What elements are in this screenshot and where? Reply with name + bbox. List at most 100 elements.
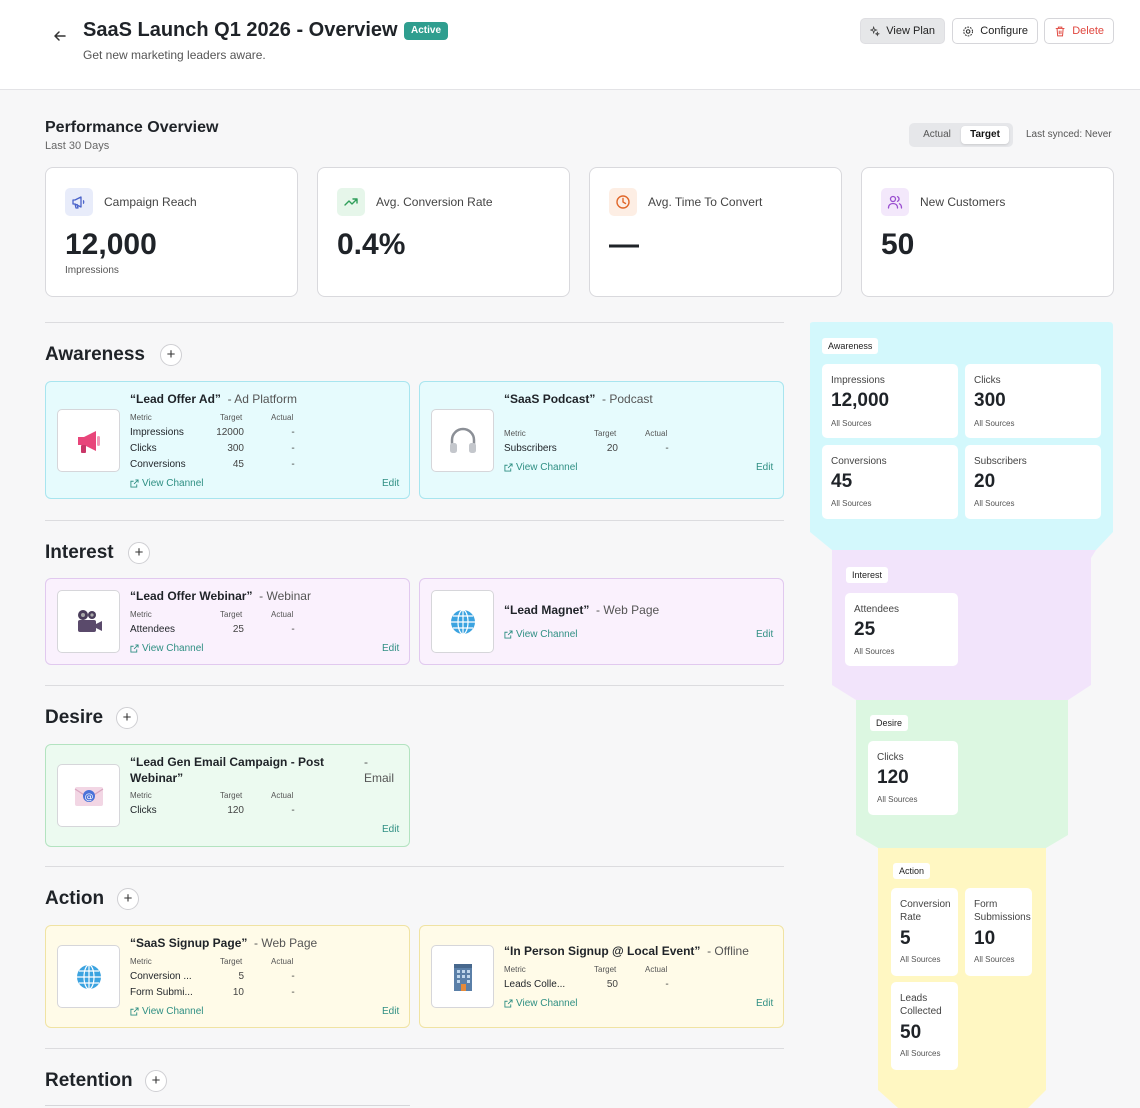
metric-header: Metric	[130, 610, 152, 619]
metric-actual: -	[291, 971, 295, 982]
view-plan-button[interactable]: View Plan	[860, 18, 945, 44]
edit-link[interactable]: Edit	[382, 478, 400, 489]
funnel-stage-badge: Awareness	[822, 338, 879, 354]
external-link-icon	[504, 463, 513, 472]
last-synced-text: Last synced: Never	[1026, 129, 1112, 140]
configure-button[interactable]: Configure	[952, 18, 1038, 44]
kpi-card-new-customers: New Customers 50	[861, 167, 1114, 297]
section-title-interest: Interest	[45, 542, 114, 563]
funnel-tile-label: Leads Collected	[900, 993, 942, 1017]
page-subtitle: Get new marketing leaders aware.	[83, 48, 266, 62]
external-link-icon	[130, 479, 139, 488]
funnel-stage-badge: Action	[893, 863, 931, 879]
channel-title: “Lead Magnet” - Web Page	[504, 603, 660, 617]
office-building-icon	[431, 945, 494, 1008]
metric-name: Leads Colle...	[504, 979, 566, 990]
edit-link[interactable]: Edit	[382, 643, 400, 654]
metric-target: 12000	[216, 427, 244, 438]
section-divider	[45, 322, 784, 323]
channel-title: “SaaS Podcast” - Podcast	[504, 392, 653, 406]
edit-link[interactable]: Edit	[756, 629, 774, 640]
view-channel-link[interactable]: View Channel	[504, 462, 578, 473]
funnel-tile-label: Conversions	[831, 456, 887, 467]
funnel-tile-label: Subscribers	[974, 456, 1027, 467]
edit-link[interactable]: Edit	[756, 998, 774, 1009]
metric-target: 10	[232, 987, 244, 998]
metric-actual: -	[665, 979, 669, 990]
add-interest-button[interactable]: +	[128, 542, 150, 564]
channel-title: “In Person Signup @ Local Event” - Offli…	[504, 944, 749, 958]
metric-name: Attendees	[130, 624, 176, 635]
funnel-stage-badge: Interest	[846, 567, 889, 583]
add-awareness-button[interactable]: +	[160, 344, 182, 366]
toggle-actual[interactable]: Actual	[923, 129, 951, 140]
actual-header: Actual	[271, 791, 294, 800]
funnel-tile-value: 12,000	[831, 390, 890, 411]
trend-up-icon	[337, 188, 365, 216]
performance-title: Performance Overview	[45, 119, 219, 136]
actual-target-toggle: Actual Target	[909, 123, 1013, 147]
add-action-button[interactable]: +	[117, 888, 139, 910]
edit-link[interactable]: Edit	[382, 824, 400, 835]
actual-header: Actual	[271, 413, 294, 422]
funnel-tile: Conversions 45 All Sources	[822, 445, 958, 519]
metric-name: Clicks	[130, 443, 157, 454]
metric-header: Metric	[504, 965, 526, 974]
add-desire-button[interactable]: +	[116, 707, 138, 729]
view-channel-link[interactable]: View Channel	[130, 643, 204, 654]
performance-period: Last 30 Days	[45, 140, 110, 152]
funnel-tile: Clicks 300 All Sources	[965, 364, 1101, 438]
funnel-tile: Form Submissions 10 All Sources	[965, 888, 1032, 976]
globe-icon	[57, 945, 120, 1008]
funnel-tile: Impressions 12,000 All Sources	[822, 364, 958, 438]
funnel-shape	[810, 322, 1113, 1108]
channel-type: - Email	[364, 755, 395, 785]
funnel-tile-value: 45	[831, 471, 853, 492]
back-arrow-icon[interactable]	[50, 24, 70, 48]
gear-icon	[963, 26, 974, 36]
edit-link[interactable]: Edit	[756, 462, 774, 473]
view-channel-link[interactable]: View Channel	[130, 1006, 204, 1017]
section-divider	[45, 520, 784, 521]
funnel-tile-source: All Sources	[831, 499, 872, 508]
page-header: SaaS Launch Q1 2026 - Overview Active Ge…	[0, 0, 1140, 90]
metric-target: 120	[227, 805, 244, 816]
kpi-label: Avg. Time To Convert	[648, 195, 763, 209]
view-channel-label: View Channel	[516, 462, 578, 473]
section-title-awareness: Awareness	[45, 344, 145, 365]
view-channel-link[interactable]: View Channel	[130, 478, 204, 489]
funnel-tile-label: Clicks	[877, 752, 904, 763]
section-title-desire: Desire	[45, 707, 104, 728]
funnel-tile-source: All Sources	[831, 419, 872, 428]
actual-header: Actual	[271, 957, 294, 966]
add-retention-button[interactable]: +	[145, 1070, 167, 1092]
kpi-card-time-to-convert: Avg. Time To Convert —	[589, 167, 842, 297]
metric-actual: -	[291, 427, 295, 438]
channel-card-lead-offer-ad: “Lead Offer Ad” - Ad Platform Metric Tar…	[45, 381, 410, 499]
delete-button[interactable]: Delete	[1044, 18, 1114, 44]
funnel-tile-source: All Sources	[854, 647, 895, 656]
view-plan-label: View Plan	[886, 25, 935, 37]
kpi-label: Avg. Conversion Rate	[376, 195, 493, 209]
channel-title: “SaaS Signup Page” - Web Page	[130, 936, 318, 950]
video-camera-icon	[57, 590, 120, 653]
toggle-target[interactable]: Target	[961, 126, 1009, 144]
target-header: Target	[594, 965, 617, 974]
view-channel-link[interactable]: View Channel	[504, 629, 578, 640]
view-channel-label: View Channel	[142, 643, 204, 654]
kpi-value: 50	[881, 228, 915, 261]
metric-header: Metric	[130, 791, 152, 800]
channel-card-lead-offer-webinar: “Lead Offer Webinar” - Webinar Metric Ta…	[45, 578, 410, 665]
view-channel-link[interactable]: View Channel	[504, 998, 578, 1009]
kpi-card-conversion-rate: Avg. Conversion Rate 0.4%	[317, 167, 570, 297]
channel-card-lead-magnet: “Lead Magnet” - Web Page View Channel Ed…	[419, 578, 784, 665]
funnel-tile-label: Impressions	[831, 375, 885, 386]
channel-card-in-person-signup: “In Person Signup @ Local Event” - Offli…	[419, 925, 784, 1028]
target-header: Target	[594, 429, 617, 438]
funnel-tile-value: 25	[854, 619, 876, 640]
metric-header: Metric	[130, 957, 152, 966]
edit-link[interactable]: Edit	[382, 1006, 400, 1017]
metric-target: 25	[232, 624, 244, 635]
metric-target: 5	[238, 971, 244, 982]
funnel-tile-source: All Sources	[900, 1049, 941, 1058]
